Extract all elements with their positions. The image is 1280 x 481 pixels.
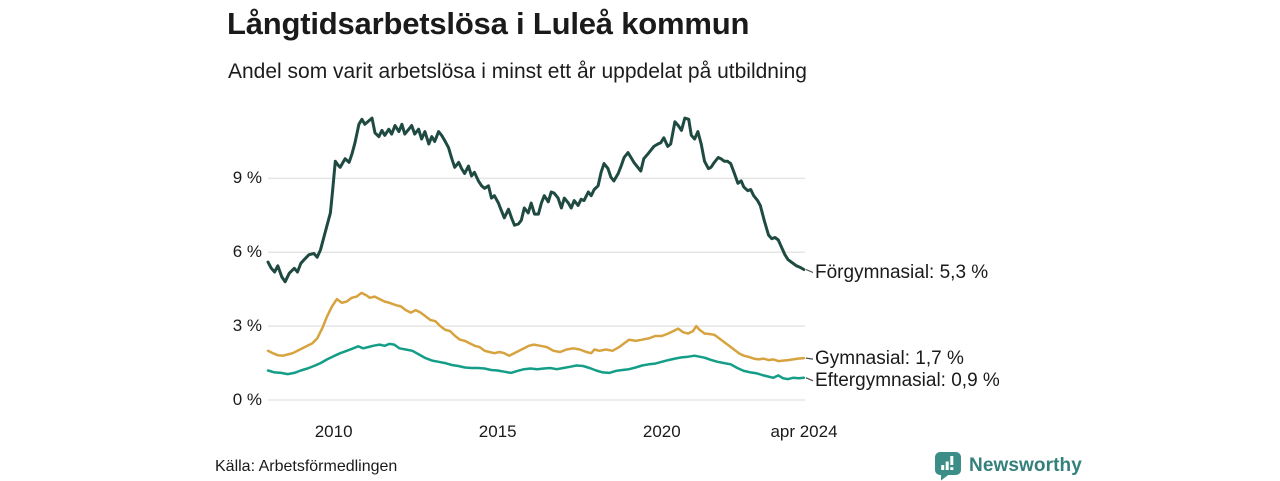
y-axis-tick-label: 3 % [232, 316, 262, 336]
series-end-label-gymnasial: Gymnasial: 1,7 % [815, 348, 964, 370]
series-end-label-eftergymnasial: Eftergymnasial: 0,9 % [815, 369, 1000, 391]
series-end-label-förgymnasial: Förgymnasial: 5,3 % [815, 261, 989, 283]
y-axis-tick-label: 0 % [232, 390, 262, 409]
brand-name: Newsworthy [969, 455, 1082, 476]
brand-logo: Newsworthy [934, 451, 1082, 481]
chart-subtitle: Andel som varit arbetslösa i minst ett å… [228, 60, 807, 83]
y-axis-tick-label: 6 % [232, 242, 262, 262]
x-axis-tick-label: 2010 [314, 422, 353, 441]
series-line-förgymnasial [266, 116, 806, 284]
series-line-gymnasial [266, 291, 806, 363]
label-connector-eftergymnasial [805, 377, 814, 382]
newsworthy-speech-bubble-chart-icon [935, 452, 961, 481]
x-axis-tick-label: 2015 [478, 422, 517, 441]
x-axis-tick-label: apr 2024 [770, 422, 838, 441]
chart-title: Långtidsarbetslösa i Luleå kommun [227, 6, 750, 41]
source-note: Källa: Arbetsförmedlingen [215, 458, 398, 475]
x-axis-tick-label: 2020 [642, 422, 681, 441]
y-axis-tick-label: 9 % [232, 168, 262, 188]
series-line-eftergymnasial [266, 342, 806, 381]
label-connector-förgymnasial [805, 268, 814, 274]
label-connector-gymnasial [805, 357, 814, 360]
